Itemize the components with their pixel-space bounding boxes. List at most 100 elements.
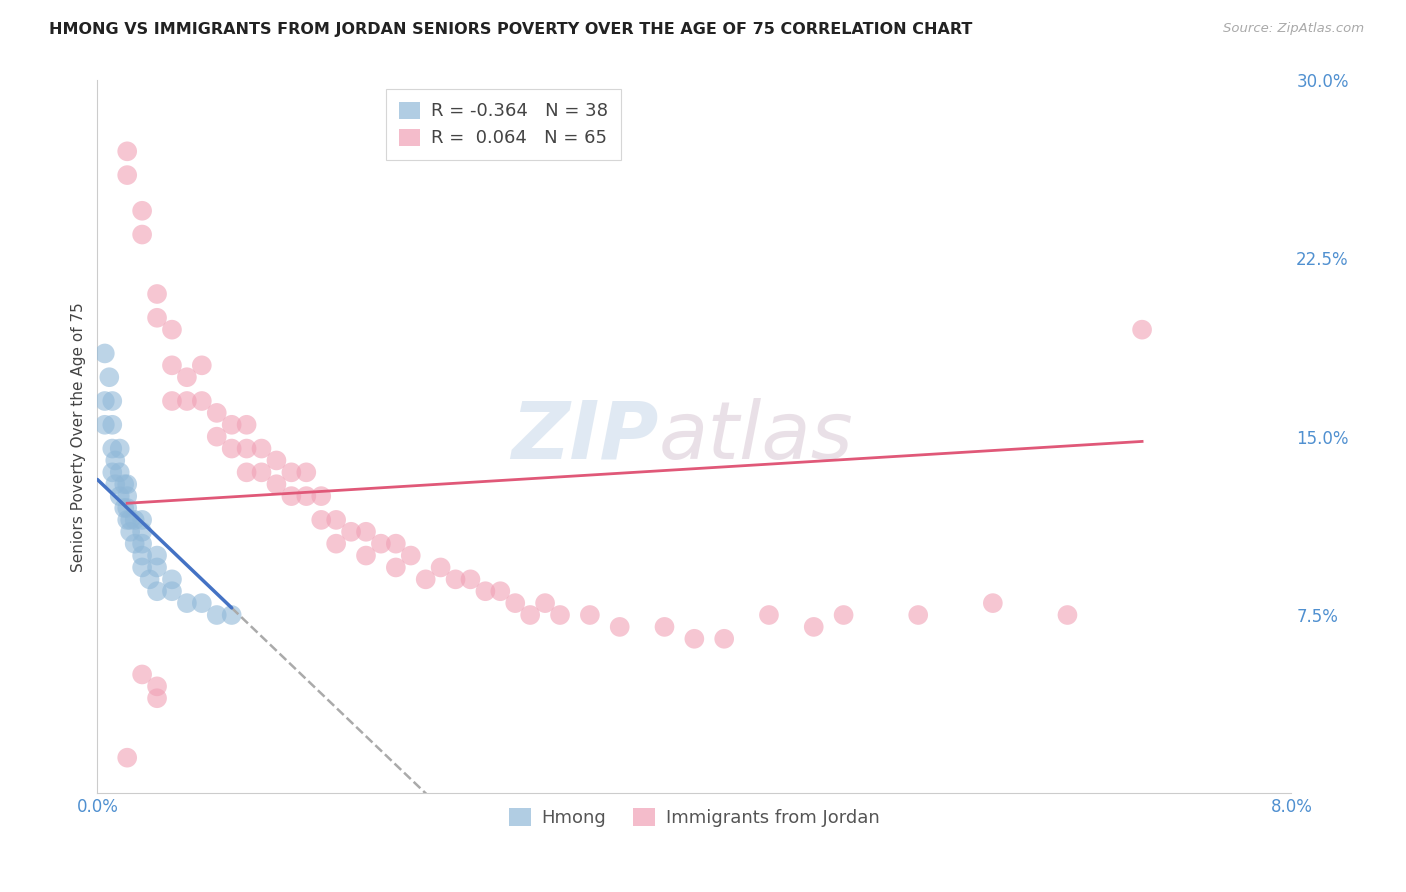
Point [115,501,138,516]
Text: atlas: atlas [658,398,853,475]
Point [176,596,198,610]
Point [176,370,198,384]
Point [94,394,117,409]
Point [981,596,1004,610]
Point [340,524,363,539]
Point [115,168,138,182]
Text: ZIP: ZIP [512,398,658,475]
Point [146,560,169,574]
Point [370,536,392,550]
Point [221,442,243,456]
Point [146,691,169,706]
Point [124,513,146,527]
Point [385,536,408,550]
Point [309,513,332,527]
Point [474,584,496,599]
Point [579,607,602,622]
Point [131,203,153,218]
Point [609,620,631,634]
Point [120,513,142,527]
Point [108,442,131,456]
Point [191,394,214,409]
Point [221,417,243,432]
Point [713,632,735,646]
Point [191,359,214,373]
Point [101,466,124,480]
Point [131,560,153,574]
Point [115,513,138,527]
Point [146,679,169,693]
Point [115,145,138,159]
Point [131,513,153,527]
Point [1130,323,1153,337]
Point [325,513,347,527]
Point [399,549,422,563]
Point [534,596,557,610]
Point [115,489,138,503]
Point [94,346,117,360]
Point [758,607,780,622]
Text: HMONG VS IMMIGRANTS FROM JORDAN SENIORS POVERTY OVER THE AGE OF 75 CORRELATION C: HMONG VS IMMIGRANTS FROM JORDAN SENIORS … [49,22,973,37]
Point [235,417,257,432]
Point [683,632,706,646]
Point [280,466,302,480]
Point [280,489,302,503]
Point [160,572,183,586]
Point [98,370,121,384]
Point [489,584,512,599]
Point [205,607,228,622]
Point [221,607,243,622]
Point [108,489,131,503]
Point [309,489,332,503]
Point [235,466,257,480]
Point [832,607,855,622]
Point [146,549,169,563]
Point [112,501,135,516]
Point [654,620,676,634]
Point [325,536,347,550]
Point [131,549,153,563]
Point [385,560,408,574]
Point [205,430,228,444]
Point [444,572,467,586]
Point [146,287,169,301]
Point [295,489,318,503]
Point [146,310,169,325]
Point [803,620,825,634]
Point [146,584,169,599]
Point [503,596,526,610]
Point [101,417,124,432]
Point [120,524,142,539]
Point [295,466,318,480]
Text: Source: ZipAtlas.com: Source: ZipAtlas.com [1223,22,1364,36]
Point [101,442,124,456]
Point [266,453,288,467]
Point [112,477,135,491]
Point [354,549,377,563]
Point [101,394,124,409]
Point [176,394,198,409]
Point [354,524,377,539]
Point [1056,607,1078,622]
Point [235,442,257,456]
Point [138,572,160,586]
Point [548,607,571,622]
Point [160,359,183,373]
Point [160,323,183,337]
Point [191,596,214,610]
Point [104,477,127,491]
Legend: Hmong, Immigrants from Jordan: Hmong, Immigrants from Jordan [502,801,887,834]
Point [131,227,153,242]
Point [131,536,153,550]
Point [160,394,183,409]
Point [250,442,273,456]
Point [266,477,288,491]
Point [250,466,273,480]
Point [460,572,482,586]
Point [205,406,228,420]
Y-axis label: Seniors Poverty Over the Age of 75: Seniors Poverty Over the Age of 75 [72,301,86,572]
Point [429,560,451,574]
Point [160,584,183,599]
Point [115,750,138,764]
Point [415,572,437,586]
